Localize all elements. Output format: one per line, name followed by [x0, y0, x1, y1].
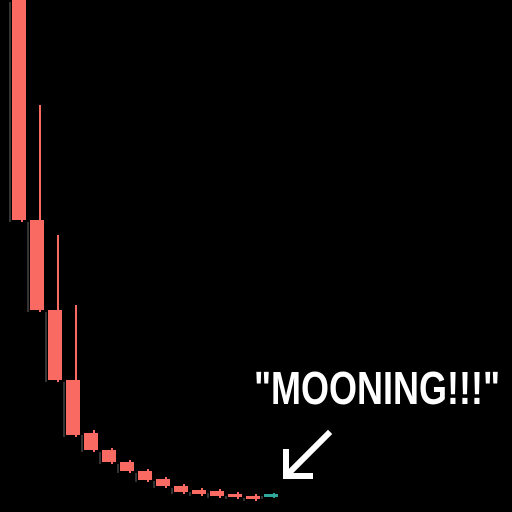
candle-shadow [225, 496, 227, 499]
candle-body [264, 494, 278, 497]
candle-shadow [153, 481, 155, 488]
candle-body [120, 462, 134, 471]
arrow [283, 429, 333, 479]
candle-body [138, 471, 152, 480]
candle-shadow [9, 2, 11, 222]
candle-body [30, 220, 44, 310]
candle-body [246, 496, 260, 499]
candle-shadow [99, 452, 101, 464]
candle-shadow [63, 382, 65, 437]
candle-shadow [207, 493, 209, 498]
candle-body [12, 0, 26, 220]
candle-body [228, 494, 242, 497]
candle-shadow [81, 435, 83, 452]
candle-body [156, 479, 170, 486]
candle-body [192, 490, 206, 494]
candle-body [102, 450, 116, 462]
candle-body [174, 486, 188, 492]
candle-body [210, 491, 224, 496]
candle-body [66, 380, 80, 435]
annotation: "MOONING!!!" [254, 362, 500, 414]
candle-shadow [171, 488, 173, 494]
candle-shadow [189, 492, 191, 496]
candle-body [48, 310, 62, 380]
candle-shadow [45, 312, 47, 382]
candle-shadow [135, 473, 137, 482]
candle-shadow [261, 496, 263, 499]
candle-shadow [243, 498, 245, 501]
candle-body [84, 433, 98, 450]
candle-shadow [117, 464, 119, 473]
candle-shadow [27, 222, 29, 312]
